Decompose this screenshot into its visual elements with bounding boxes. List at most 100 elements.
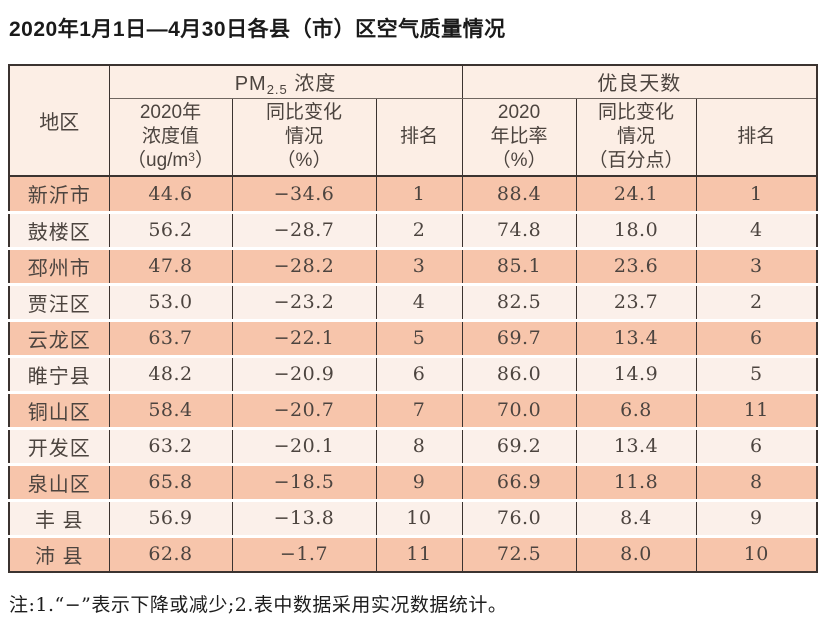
pm-change-cell: −23.2 — [231, 282, 376, 320]
pm25-label-subscript: 2.5 — [266, 82, 288, 98]
pm-change-cell: −13.8 — [231, 498, 376, 536]
table-row: 云龙区 63.7 −22.1 5 69.7 13.4 6 — [9, 318, 818, 356]
pm-value-cell: 63.2 — [108, 426, 232, 464]
air-quality-table: 地区 PM2.5 浓度 优良天数 2020年 浓度值 （ug/m3） 同比变化 … — [8, 64, 819, 573]
col-header-good-rank: 排名 — [695, 98, 818, 177]
region-cell: 云龙区 — [9, 318, 109, 356]
pm-rank-cell: 3 — [375, 246, 463, 284]
good-change-cell: 8.4 — [575, 498, 697, 536]
table-row: 丰 县 56.9 −13.8 10 76.0 8.4 9 — [9, 498, 818, 536]
pm-value-header-line1: 2020年 — [139, 101, 202, 123]
pm-change-cell: −28.7 — [231, 210, 376, 248]
pm-value-cell: 44.6 — [108, 176, 232, 212]
good-rank-cell: 3 — [695, 246, 818, 284]
good-change-cell: 6.8 — [575, 390, 697, 428]
col-header-pm-rank: 排名 — [375, 98, 463, 177]
region-cell: 邳州市 — [9, 246, 109, 284]
col-header-pm-value: 2020年 浓度值 （ug/m3） — [109, 98, 232, 177]
good-change-cell: 24.1 — [575, 176, 697, 212]
pm-rank-cell: 1 — [375, 176, 463, 212]
pm-value-cell: 56.2 — [108, 210, 232, 248]
table-header: 地区 PM2.5 浓度 优良天数 2020年 浓度值 （ug/m3） 同比变化 … — [9, 65, 818, 177]
table-row: 铜山区 58.4 −20.7 7 70.0 6.8 11 — [9, 390, 818, 428]
good-change-header-line3: （百分点） — [588, 149, 684, 171]
pm-value-cell: 58.4 — [108, 390, 232, 428]
region-cell: 新沂市 — [9, 176, 109, 212]
pm-change-header-line1: 同比变化 — [265, 101, 342, 123]
pm-change-cell: −28.2 — [231, 246, 376, 284]
region-cell: 贾汪区 — [9, 282, 109, 320]
good-ratio-cell: 72.5 — [461, 534, 577, 572]
pm-rank-cell: 7 — [375, 390, 463, 428]
good-change-cell: 18.0 — [575, 210, 697, 248]
pm-rank-cell: 4 — [375, 282, 463, 320]
good-rank-cell: 8 — [695, 462, 818, 500]
pm-rank-cell: 5 — [375, 318, 463, 356]
table-body: 新沂市 44.6 −34.6 1 88.4 24.1 1 鼓楼区 56.2 −28.7 2 74.8 1… — [9, 176, 818, 572]
good-ratio-cell: 69.2 — [461, 426, 577, 464]
good-change-cell: 13.4 — [575, 318, 697, 356]
region-cell: 鼓楼区 — [9, 210, 109, 248]
good-rank-cell: 6 — [695, 426, 818, 464]
pm-value-cell: 63.7 — [108, 318, 232, 356]
pm-change-cell: −1.7 — [231, 534, 376, 572]
good-rank-cell: 2 — [695, 282, 818, 320]
page-title: 2020年1月1日—4月30日各县（市）区空气质量情况 — [9, 18, 506, 41]
good-ratio-header-line3: （%） — [491, 149, 547, 171]
pm-change-cell: −22.1 — [231, 318, 376, 356]
col-group-good-days: 优良天数 — [461, 65, 818, 99]
pm-value-header-unit: （ug/m3） — [110, 149, 232, 173]
region-cell: 铜山区 — [9, 390, 109, 428]
good-ratio-cell: 74.8 — [461, 210, 577, 248]
good-rank-cell: 5 — [695, 354, 818, 392]
good-change-cell: 23.7 — [575, 282, 697, 320]
pm-rank-cell: 6 — [375, 354, 463, 392]
unit-superscript: 3 — [188, 149, 195, 164]
good-ratio-cell: 88.4 — [461, 176, 577, 212]
table-row: 鼓楼区 56.2 −28.7 2 74.8 18.0 4 — [9, 210, 818, 248]
pm25-label-suffix: 浓度 — [287, 73, 337, 96]
good-ratio-cell: 69.7 — [461, 318, 577, 356]
region-cell: 泉山区 — [9, 462, 109, 500]
table-row: 开发区 63.2 −20.1 8 69.2 13.4 6 — [9, 426, 818, 464]
good-ratio-cell: 82.5 — [461, 282, 577, 320]
region-cell: 沛 县 — [9, 534, 109, 572]
pm-value-cell: 56.9 — [108, 498, 232, 536]
good-rank-cell: 1 — [695, 176, 818, 212]
table-row: 新沂市 44.6 −34.6 1 88.4 24.1 1 — [9, 176, 818, 212]
good-change-cell: 8.0 — [575, 534, 697, 572]
sub-header-row: 2020年 浓度值 （ug/m3） 同比变化 情况 （%） 排名 2020 年比… — [9, 98, 818, 177]
good-rank-cell: 9 — [695, 498, 818, 536]
good-rank-cell: 10 — [695, 534, 818, 572]
footnote: 注:1.“−”表示下降或减少;2.表中数据采用实况数据统计。 — [9, 594, 508, 616]
region-cell: 睢宁县 — [9, 354, 109, 392]
good-change-header-line1: 同比变化 — [598, 101, 675, 123]
pm-value-cell: 53.0 — [108, 282, 232, 320]
pm-rank-cell: 10 — [375, 498, 463, 536]
pm-change-cell: −20.9 — [231, 354, 376, 392]
good-rank-cell: 11 — [695, 390, 818, 428]
col-header-pm-change: 同比变化 情况 （%） — [231, 98, 376, 177]
col-header-region: 地区 — [9, 65, 110, 177]
good-change-cell: 23.6 — [575, 246, 697, 284]
col-header-good-ratio: 2020 年比率 （%） — [461, 98, 577, 177]
good-ratio-cell: 66.9 — [461, 462, 577, 500]
region-cell: 开发区 — [9, 426, 109, 464]
pm-change-header-line3: （%） — [276, 149, 332, 171]
good-ratio-cell: 76.0 — [461, 498, 577, 536]
group-header-row: 地区 PM2.5 浓度 优良天数 — [9, 65, 818, 177]
pm-value-cell: 48.2 — [108, 354, 232, 392]
good-ratio-cell: 86.0 — [461, 354, 577, 392]
col-group-pm25: PM2.5 浓度 — [108, 65, 463, 99]
good-change-cell: 13.4 — [575, 426, 697, 464]
table-row: 贾汪区 53.0 −23.2 4 82.5 23.7 2 — [9, 282, 818, 320]
good-change-cell: 14.9 — [575, 354, 697, 392]
region-cell: 丰 县 — [9, 498, 109, 536]
good-ratio-header-line2: 年比率 — [490, 125, 548, 147]
pm-rank-cell: 8 — [375, 426, 463, 464]
unit-prefix: （ug/m — [127, 149, 189, 171]
good-rank-cell: 6 — [695, 318, 818, 356]
col-header-good-change: 同比变化 情况 （百分点） — [575, 98, 697, 177]
table-row: 泉山区 65.8 −18.5 9 66.9 11.8 8 — [9, 462, 818, 500]
